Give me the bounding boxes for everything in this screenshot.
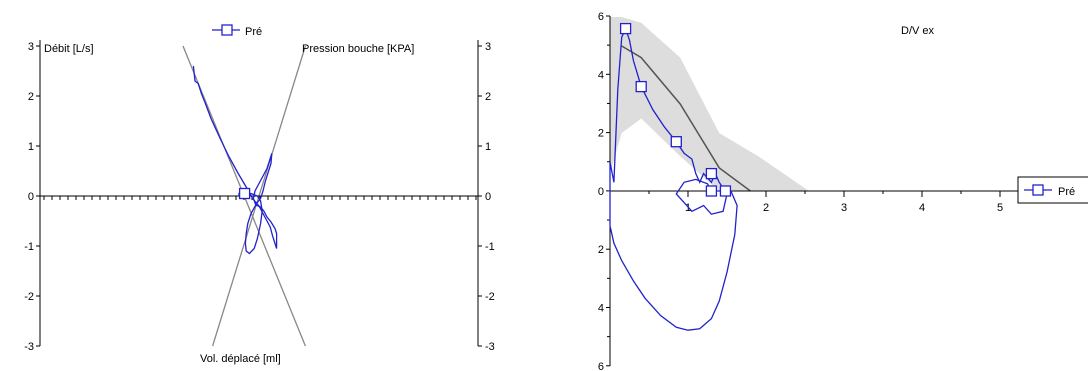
reference-line-group [621, 45, 751, 192]
dv-exp-chart: 6 4 2 0 2 4 6 1 2 3 4 5 D/V ex Pré [598, 11, 1088, 371]
left-tick-label: 2 [28, 91, 34, 103]
bottom-axis-label: Vol. déplacé [ml] [200, 353, 281, 365]
right-chart-x-tick-label: 3 [841, 202, 847, 214]
right-chart-title: D/V ex [901, 25, 935, 37]
right-tick-label: -1 [485, 241, 495, 253]
right-legend-marker [1032, 184, 1044, 196]
left-axis-label: Débit [L/s] [44, 43, 94, 55]
right-series-line-0 [609, 26, 738, 331]
right-legend: Pré [1017, 176, 1088, 204]
left-tick-label: 0 [28, 191, 34, 203]
right-chart-x-ticks: 1 2 3 4 5 [648, 191, 1040, 214]
right-series-marker [705, 167, 718, 180]
right-series-marker [670, 136, 682, 148]
right-tick-label: -2 [485, 291, 495, 303]
left-series-line-0 [192, 65, 278, 255]
left-series-group [192, 65, 278, 255]
left-tick-label: -2 [24, 291, 34, 303]
left-y-axis-ticks: 3 2 1 0 -1 -2 -3 [24, 41, 40, 353]
right-chart-x-tick-label: 5 [997, 202, 1003, 214]
right-chart-x-tick-label: 2 [763, 202, 769, 214]
right-series-marker [619, 22, 632, 35]
left-tick-label: -1 [24, 241, 34, 253]
left-tick-label: 3 [28, 41, 34, 53]
right-chart-x-tick-label: 1 [685, 202, 691, 214]
right-chart-y-tick-label: 2 [598, 128, 604, 140]
right-chart-y-tick-label: 4 [598, 69, 604, 81]
right-tick-label: 3 [485, 41, 491, 53]
left-legend-label: Pré [245, 26, 262, 38]
right-tick-label: 2 [485, 91, 491, 103]
left-legend-marker [221, 24, 233, 36]
right-y-axis-ticks: 3 2 1 0 -1 -2 -3 [478, 41, 495, 353]
left-legend: Pré [212, 24, 262, 38]
left-tick-label: 1 [28, 141, 34, 153]
left-x-axis-minor-ticks [43, 196, 477, 200]
right-tick-label: 1 [485, 141, 491, 153]
right-series-group [609, 22, 738, 331]
right-chart-y-tick-label: 6 [598, 361, 604, 371]
right-tick-label: -3 [485, 341, 495, 353]
left-tick-label: -3 [24, 341, 34, 353]
right-series-marker [705, 185, 718, 197]
right-chart-y-ticks: 6 4 2 0 2 4 6 [598, 11, 610, 371]
right-tick-label: 0 [485, 191, 491, 203]
reference-line [621, 45, 751, 192]
left-series-marker [238, 187, 251, 200]
reference-band [610, 17, 809, 191]
right-chart-y-tick-label: 2 [598, 244, 604, 256]
right-chart-y-tick-label: 0 [598, 186, 604, 198]
right-series-marker [635, 80, 647, 93]
right-chart-y-tick-label: 4 [598, 303, 604, 315]
right-series-marker [719, 185, 732, 197]
right-chart-x-tick-label: 4 [919, 202, 925, 214]
right-legend-label: Pré [1058, 186, 1075, 198]
flow-pressure-chart: 3 2 1 0 -1 -2 -3 3 2 1 0 -1 -2 -3 Débit [L/s] Pressi… [24, 24, 495, 365]
right-chart-y-tick-label: 6 [598, 11, 604, 23]
right-axis-label: Pression bouche [KPA] [302, 43, 414, 55]
reference-band-group [610, 17, 809, 191]
